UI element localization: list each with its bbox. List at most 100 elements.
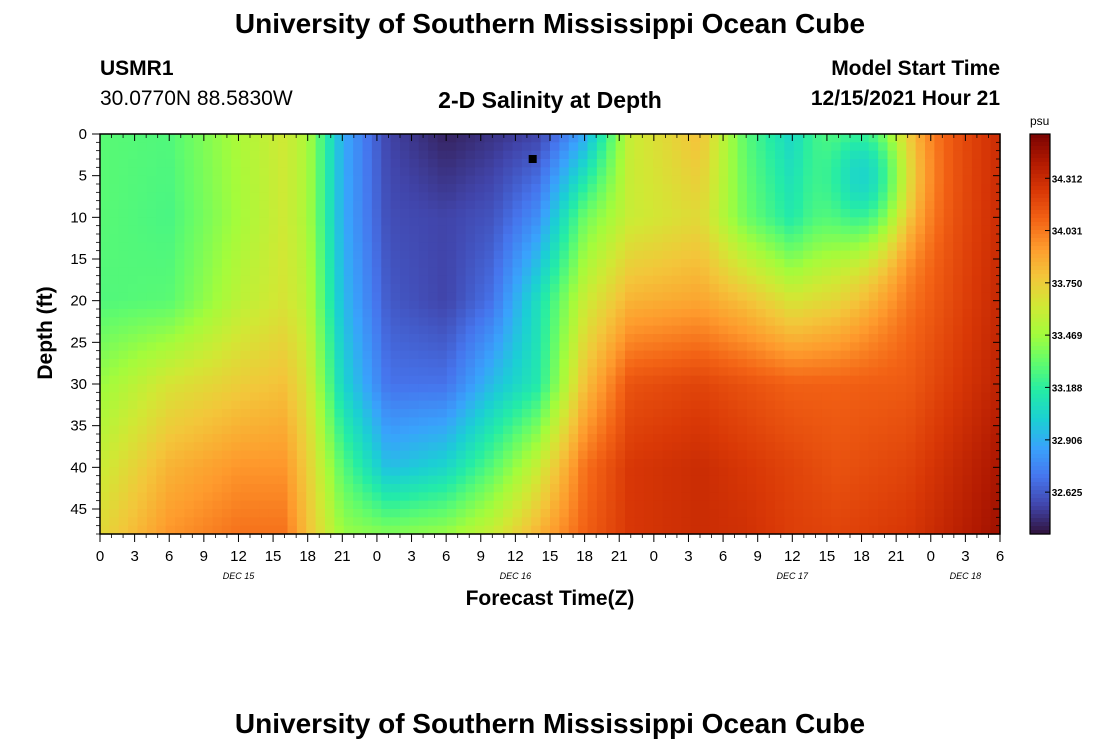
heatmap-cell [831, 484, 842, 493]
heatmap-cell [400, 475, 410, 485]
heatmap-cell [868, 267, 879, 277]
heatmap-cell [850, 500, 860, 510]
heatmap-cell [906, 325, 917, 335]
heatmap-cell [718, 334, 729, 343]
heatmap-cell [606, 267, 617, 277]
heatmap-cell [175, 267, 185, 277]
heatmap-cell [765, 400, 776, 410]
heatmap-cell [634, 250, 645, 260]
heatmap-cell [962, 217, 973, 227]
heatmap-cell [296, 350, 307, 360]
heatmap-cell [840, 459, 851, 468]
heatmap-cell [765, 184, 776, 193]
heatmap-cell [343, 392, 354, 402]
heatmap-cell [540, 167, 551, 177]
heatmap-cell [221, 359, 232, 368]
heatmap-cell [728, 450, 739, 460]
heatmap-cell [381, 475, 392, 485]
heatmap-cell [981, 309, 992, 318]
heatmap-cell [362, 392, 373, 402]
heatmap-cell [146, 409, 157, 418]
heatmap-cell [915, 500, 926, 510]
heatmap-cell [737, 450, 748, 460]
heatmap-cell [775, 434, 785, 443]
heatmap-cell [981, 242, 992, 252]
heatmap-cell [662, 417, 673, 427]
heatmap-cell [212, 392, 223, 402]
colorbar-swatch [1030, 186, 1050, 191]
heatmap-cell [756, 134, 767, 143]
heatmap-cell [793, 200, 804, 210]
heatmap-cell [878, 392, 889, 402]
heatmap-cell [203, 267, 214, 277]
heatmap-cell [896, 500, 907, 510]
heatmap-cell [493, 325, 504, 335]
heatmap-cell [540, 250, 551, 260]
heatmap-cell [100, 250, 110, 260]
heatmap-cell [296, 450, 307, 460]
heatmap-cell [381, 175, 392, 185]
heatmap-cell [559, 459, 570, 468]
heatmap-cell [831, 275, 842, 285]
heatmap-cell [681, 150, 692, 160]
heatmap-cell [840, 150, 851, 160]
heatmap-cell [981, 150, 992, 160]
heatmap-cell [306, 309, 317, 318]
heatmap-cell [250, 275, 260, 285]
heatmap-cell [559, 259, 570, 268]
heatmap-cell [503, 417, 514, 427]
heatmap-cell [615, 392, 626, 402]
heatmap-cell [193, 134, 204, 143]
heatmap-cell [156, 425, 167, 435]
heatmap-cell [306, 334, 317, 343]
heatmap-cell [128, 500, 139, 510]
heatmap-cell [821, 409, 832, 418]
heatmap-cell [990, 442, 1001, 452]
y-tick-label: 20 [70, 293, 87, 310]
heatmap-cell [437, 242, 448, 252]
heatmap-cell [381, 192, 392, 202]
heatmap-cell [859, 300, 870, 310]
heatmap-cell [784, 384, 795, 393]
heatmap-cell [831, 500, 842, 510]
heatmap-cell [437, 234, 448, 243]
heatmap-cell [362, 509, 373, 518]
heatmap-cell [596, 300, 607, 310]
heatmap-cell [681, 225, 692, 235]
heatmap-cell [381, 525, 392, 535]
heatmap-cell [953, 492, 964, 502]
heatmap-cell [971, 500, 982, 510]
heatmap-cell [156, 525, 167, 535]
heatmap-cell [212, 150, 223, 160]
heatmap-cell [868, 434, 879, 443]
heatmap-cell [343, 167, 354, 177]
heatmap-cell [550, 267, 560, 277]
heatmap-cell [409, 250, 420, 260]
heatmap-cell [315, 492, 326, 502]
heatmap-cell [662, 275, 673, 285]
heatmap-cell [765, 200, 776, 210]
heatmap-cell [521, 192, 532, 202]
heatmap-cell [971, 417, 982, 427]
heatmap-cell [934, 267, 945, 277]
heatmap-cell [165, 359, 176, 368]
heatmap-cell [925, 425, 935, 435]
heatmap-cell [390, 509, 401, 518]
heatmap-cell [559, 150, 570, 160]
heatmap-cell [971, 275, 982, 285]
heatmap-cell [634, 400, 645, 410]
heatmap-cell [165, 150, 176, 160]
heatmap-cell [737, 492, 748, 502]
heatmap-cell [512, 292, 523, 302]
heatmap-cell [418, 500, 429, 510]
heatmap-cell [221, 425, 232, 435]
heatmap-cell [718, 167, 729, 177]
heatmap-cell [990, 284, 1001, 293]
heatmap-cell [418, 275, 429, 285]
heatmap-cell [934, 467, 945, 477]
heatmap-cell [615, 517, 626, 527]
heatmap-cell [306, 325, 317, 335]
heatmap-cell [137, 525, 148, 535]
heatmap-cell [615, 267, 626, 277]
heatmap-cell [681, 375, 692, 385]
